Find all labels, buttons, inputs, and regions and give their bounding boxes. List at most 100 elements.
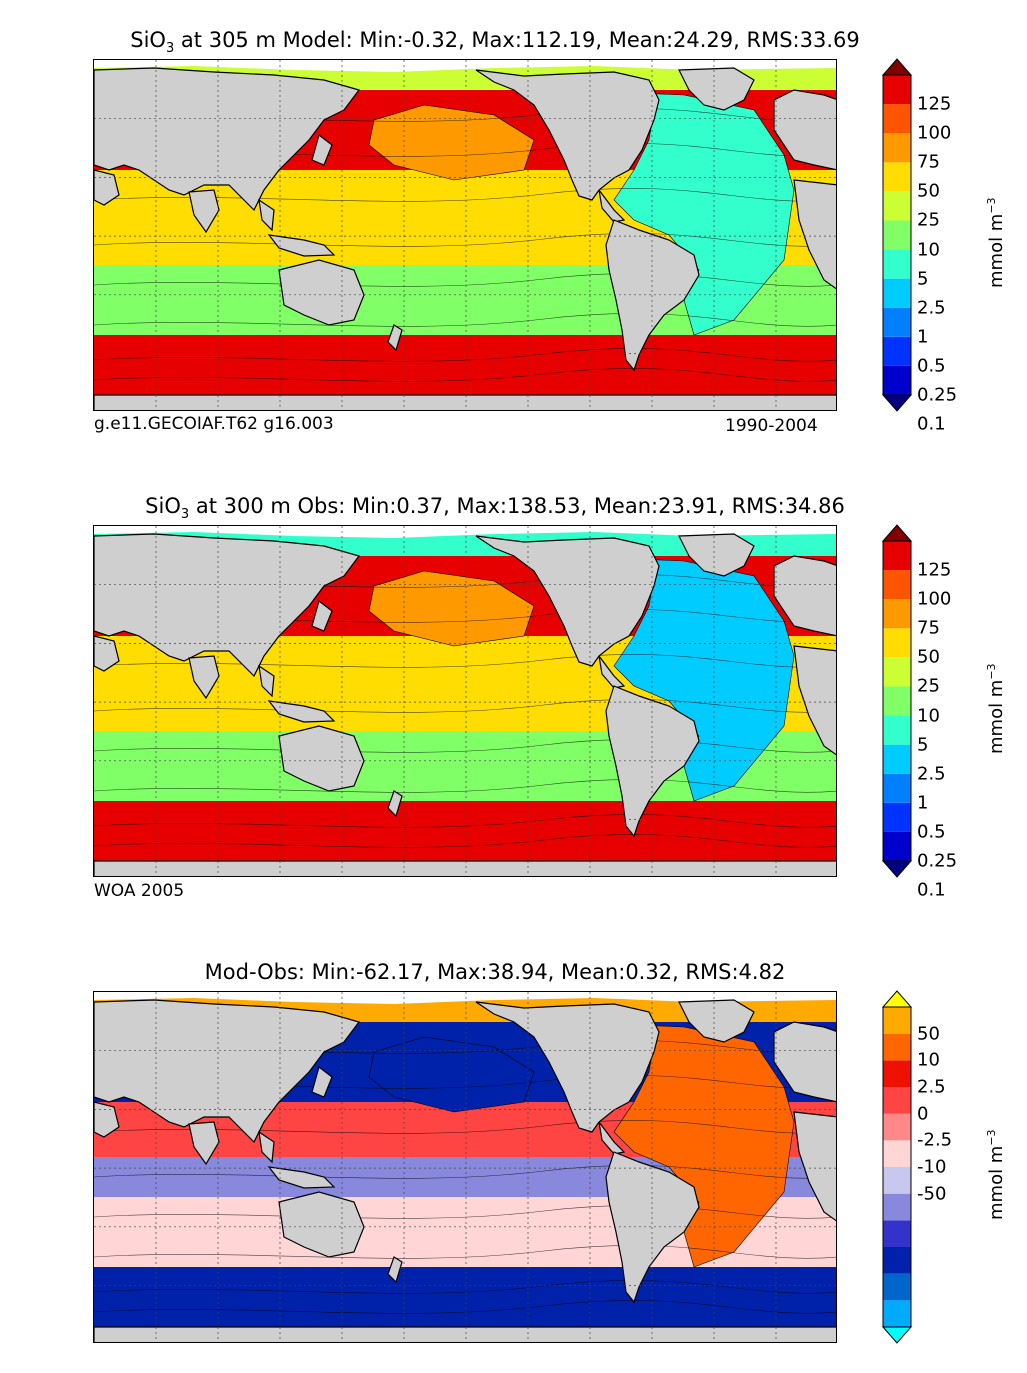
diff-colorbar-segment	[883, 1300, 911, 1327]
contour-line	[94, 1280, 836, 1294]
africa-land	[793, 179, 836, 290]
model-colorbar-tick-label: 25	[917, 209, 940, 231]
model-colorbar-segment	[883, 278, 911, 308]
central-america-land	[598, 1121, 626, 1155]
north-america-land	[475, 69, 660, 201]
diff-colorbar-segment	[883, 1193, 911, 1221]
diff-colorbar	[881, 990, 913, 1344]
obs-colorbar-segment	[883, 802, 911, 832]
diff-colorbar-segment	[883, 1007, 911, 1034]
obs-colorbar-segment	[883, 599, 911, 629]
model-colorbar-tick-label: 10	[917, 239, 940, 261]
contour-line	[94, 699, 836, 713]
diff-colorbar-tick-label: 50	[917, 1023, 940, 1045]
southern-ocean-band	[94, 335, 836, 395]
model-colorbar-segment	[883, 191, 911, 221]
model-colorbar-extend-min	[881, 394, 913, 412]
europe-land	[773, 555, 836, 637]
contour-line	[94, 1120, 836, 1134]
diff-colorbar-segment	[883, 1140, 911, 1167]
south-america-land	[605, 1151, 700, 1304]
model-colorbar-segment	[883, 307, 911, 337]
north-america-land	[475, 535, 660, 667]
contour-line	[94, 313, 836, 327]
sea-ice-mask	[94, 526, 836, 538]
model-colorbar-tick-label: 100	[917, 122, 952, 144]
obs-colorbar-segment	[883, 541, 911, 571]
greenland-land	[678, 533, 755, 577]
diff-colorbar-tick-label: 0	[917, 1103, 929, 1125]
diff-title: Mod-Obs: Min:-62.17, Max:38.94, Mean:0.3…	[204, 960, 786, 984]
arabia-land	[94, 169, 120, 206]
obs-colorbar-tick-label: 25	[917, 675, 940, 697]
obs-colorbar-segment	[883, 657, 911, 687]
obs-colorbar-extend-min	[881, 860, 913, 878]
model-colorbar-tick-label: 50	[917, 180, 940, 202]
model-colorbar-tick-label: 0.1	[917, 413, 946, 435]
obs-colorbar	[881, 524, 913, 878]
diff-colorbar-segment	[883, 1033, 911, 1061]
greenland-land	[678, 67, 755, 111]
north-america-land	[475, 1001, 660, 1133]
obs-colorbar-segment	[883, 773, 911, 803]
contour-line	[94, 779, 836, 793]
new-zealand-land	[387, 1256, 403, 1284]
arabia-land	[94, 635, 120, 672]
europe-land	[773, 1021, 836, 1103]
model-colorbar-segment	[883, 220, 911, 250]
se-asia-land	[258, 198, 275, 232]
diff-colorbar-segment	[883, 1273, 911, 1301]
maritime-land	[267, 1166, 336, 1189]
south-america-land	[605, 685, 700, 838]
maritime-land	[267, 700, 336, 723]
obs-colorbar-tick-label: 0.5	[917, 821, 946, 843]
model-colorbar-tick-label: 2.5	[917, 297, 946, 319]
model-colorbar-segment	[883, 365, 911, 395]
diff-colorbar-frame	[882, 1006, 912, 1328]
obs-colorbar-tick-label: 100	[917, 588, 952, 610]
obs-colorbar-segment	[883, 715, 911, 745]
japan-land	[311, 133, 333, 166]
sea-ice-mask	[94, 60, 836, 72]
australia-land	[278, 259, 365, 326]
new-zealand-land	[387, 324, 403, 352]
obs-map	[93, 525, 837, 877]
north-pacific-core	[368, 1036, 535, 1113]
obs-colorbar-tick-label: 0.25	[917, 850, 958, 872]
contour-line	[94, 348, 836, 362]
contour-line	[94, 1205, 836, 1219]
north-pacific-core	[368, 104, 535, 181]
new-zealand-land	[387, 790, 403, 818]
model-colorbar-segment	[883, 249, 911, 279]
model-map	[93, 59, 837, 411]
antarctica-land	[94, 394, 836, 410]
central-america-land	[598, 189, 626, 223]
contour-line	[94, 654, 836, 668]
africa-land	[793, 1111, 836, 1222]
contour-line	[94, 834, 836, 848]
obs-colorbar-segment	[883, 831, 911, 861]
diff-colorbar-tick-label: -50	[917, 1183, 947, 1205]
india-land	[188, 189, 220, 234]
model-period-label: 1990-2004	[725, 416, 818, 436]
australia-land	[278, 725, 365, 792]
model-colorbar-tick-label: 0.5	[917, 355, 946, 377]
model-colorbar-tick-label: 75	[917, 151, 940, 173]
antarctica-land	[94, 1326, 836, 1342]
north-pacific-core	[368, 570, 535, 647]
obs-colorbar-segment	[883, 570, 911, 600]
se-asia-land	[258, 664, 275, 698]
diff-colorbar-tick-label: -10	[917, 1156, 947, 1178]
contour-line	[94, 814, 836, 828]
contour-line	[94, 368, 836, 382]
model-colorbar	[881, 58, 913, 412]
obs-colorbar-tick-label: 125	[917, 559, 952, 581]
diff-colorbar-segment	[883, 1087, 911, 1114]
contour-line	[94, 1165, 836, 1179]
model-colorbar-frame	[882, 74, 912, 396]
obs-units-label: mmol m−3	[985, 663, 1007, 754]
india-land	[188, 1121, 220, 1166]
south-america-land	[605, 219, 700, 372]
obs-colorbar-segment	[883, 628, 911, 658]
arabia-land	[94, 1101, 120, 1138]
